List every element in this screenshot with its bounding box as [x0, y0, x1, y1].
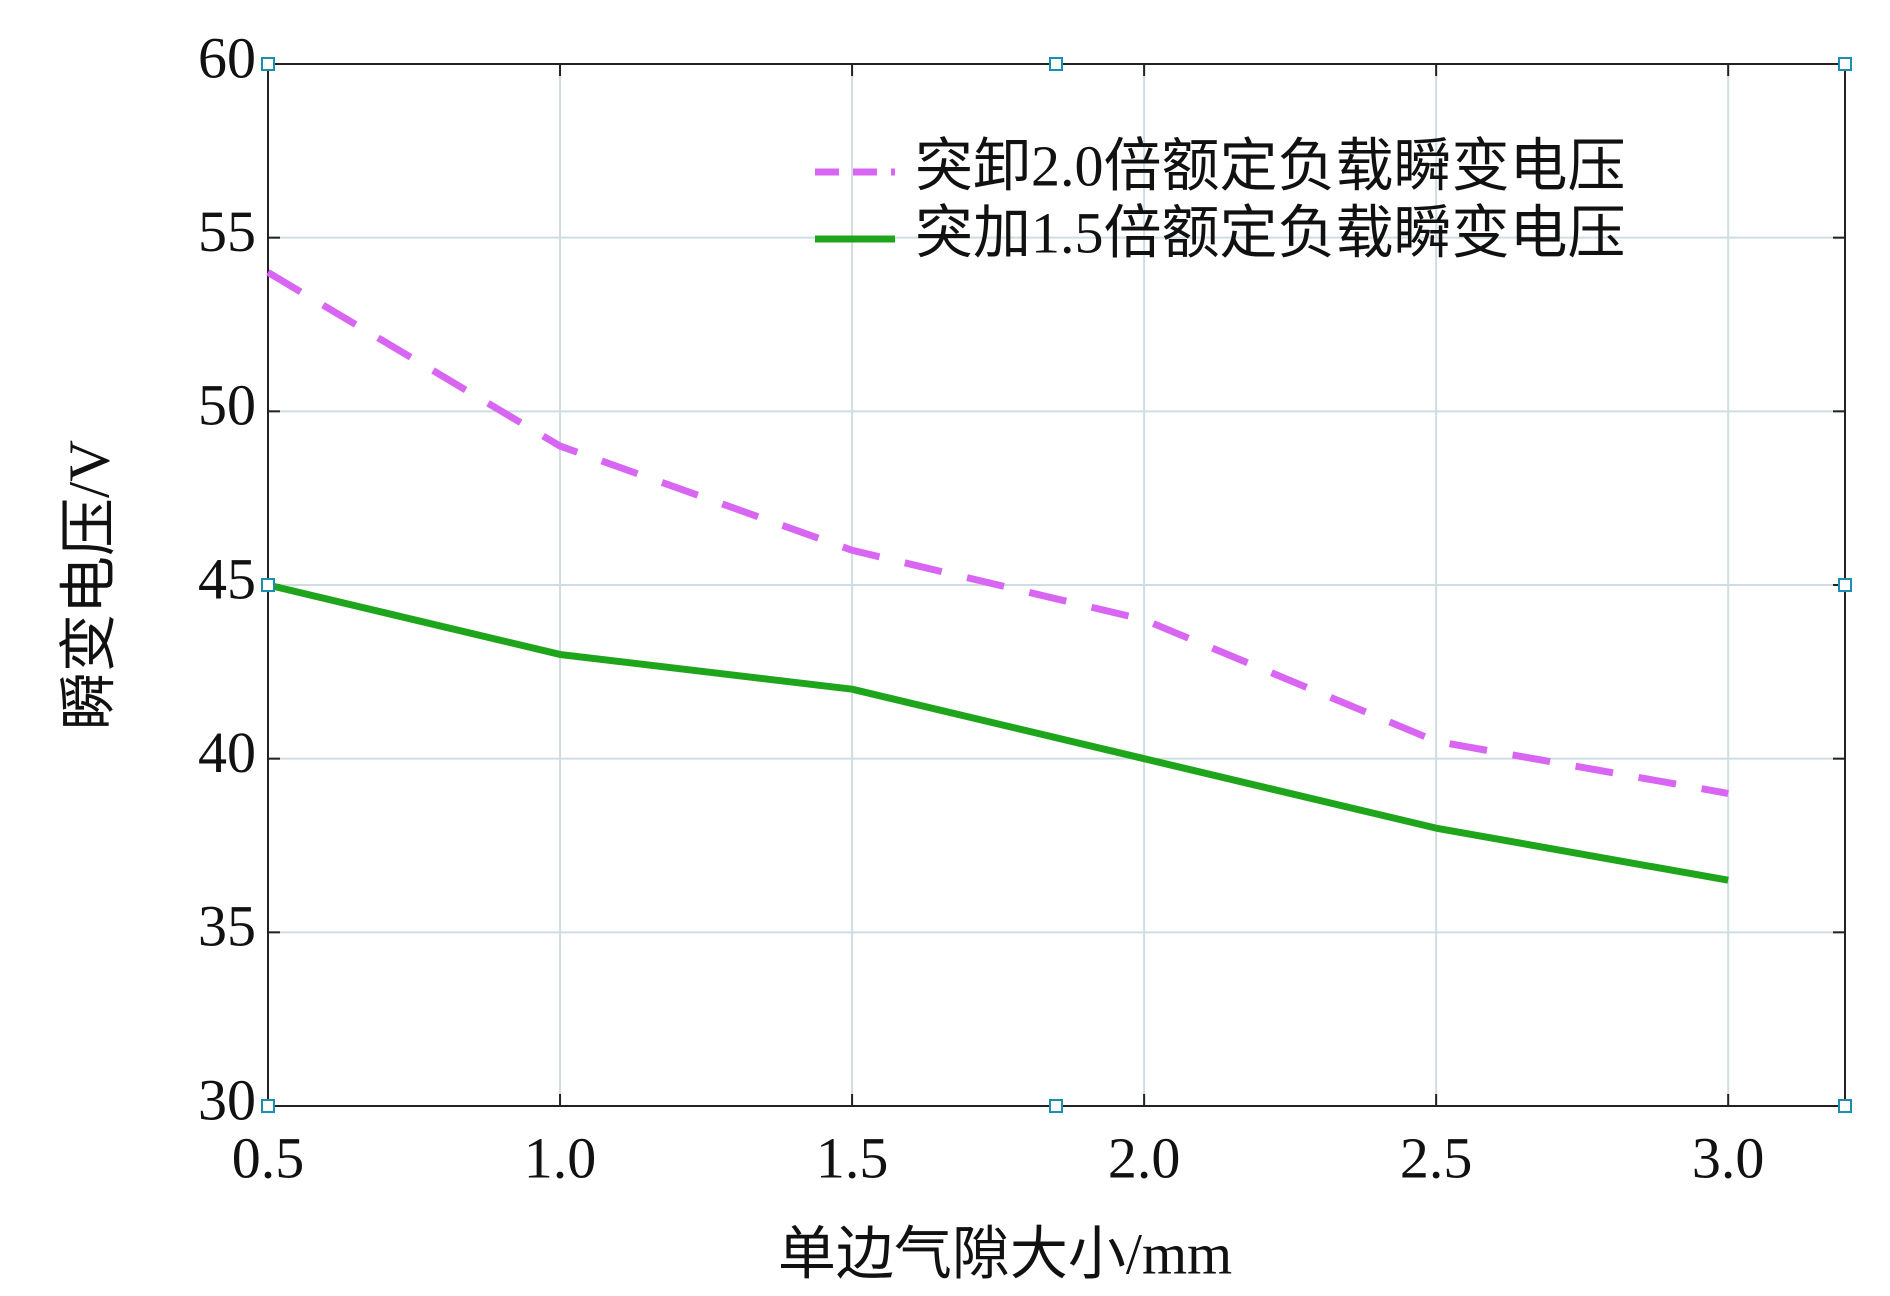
x-tick-label: 1.0: [524, 1125, 597, 1190]
y-axis-label: 瞬变电压/V: [56, 440, 121, 730]
y-tick-label: 30: [198, 1067, 256, 1132]
x-axis-label: 单边气隙大小/mm: [778, 1221, 1232, 1286]
marks: [266, 269, 1729, 884]
handle: [261, 578, 275, 592]
x-tick-label: 0.5: [232, 1125, 305, 1190]
y-tick-label: 45: [198, 546, 256, 611]
handle: [1049, 1099, 1063, 1113]
handle: [1838, 1099, 1852, 1113]
handle: [261, 57, 275, 71]
y-tick-label: 35: [198, 894, 256, 959]
y-tick-label: 55: [198, 199, 256, 264]
frame-handles: [261, 57, 1852, 1113]
handle: [261, 1099, 275, 1113]
x-tick-label: 2.5: [1400, 1125, 1473, 1190]
legend-label: 突加1.5倍额定负载瞬变电压: [915, 200, 1626, 265]
x-tick-label: 3.0: [1692, 1125, 1765, 1190]
y-tick-label: 50: [198, 373, 256, 438]
series-line: [267, 581, 1729, 884]
y-tick-label: 60: [198, 25, 256, 90]
handle: [1838, 57, 1852, 71]
series-line: [266, 269, 1729, 797]
x-tick-label: 2.0: [1108, 1125, 1181, 1190]
legend-label: 突卸2.0倍额定负载瞬变电压: [915, 133, 1626, 198]
x-tick-label: 1.5: [816, 1125, 889, 1190]
y-tick-label: 40: [198, 720, 256, 785]
handle: [1049, 57, 1063, 71]
handle: [1838, 578, 1852, 592]
